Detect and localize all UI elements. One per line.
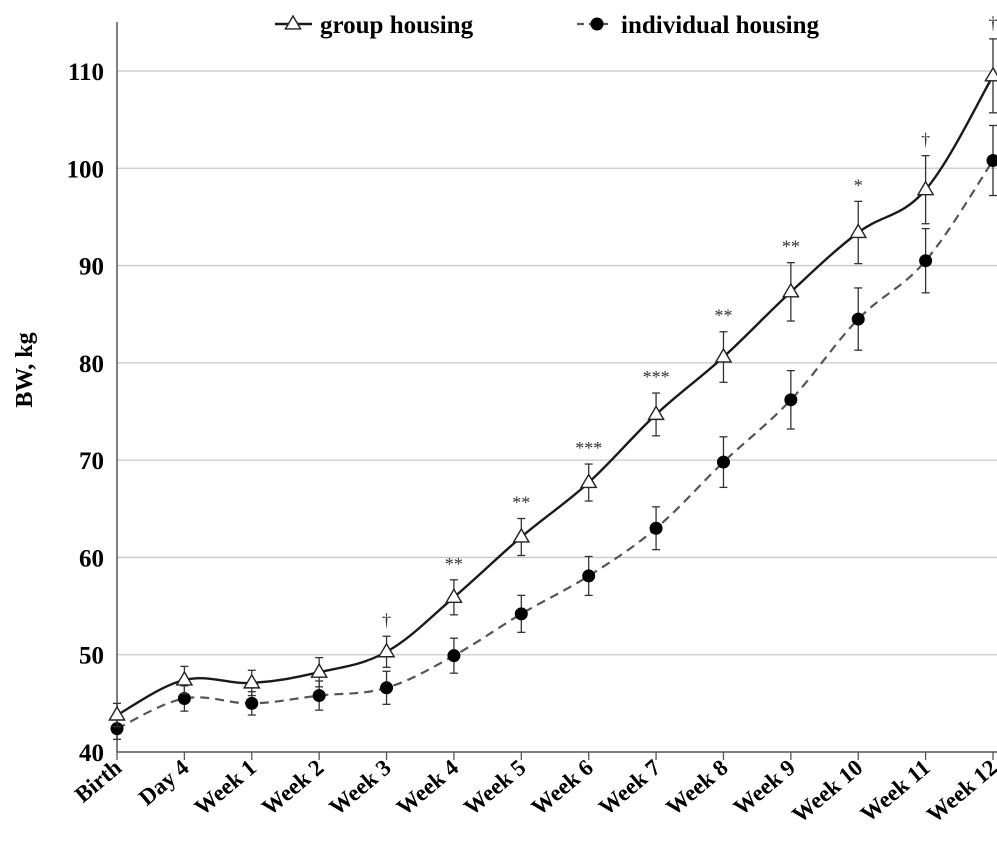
gridlines <box>117 70 997 656</box>
significance-label-8: *** <box>643 367 670 387</box>
significance-labels: †***************†† <box>382 13 997 630</box>
point-group-housing-12 <box>916 180 935 196</box>
legend-item-individual-housing: individual housing <box>577 12 820 39</box>
x-tick-label-13: Week 12 <box>922 755 997 828</box>
point-group-housing-6 <box>512 527 531 543</box>
y-tick-label-60: 60 <box>79 545 104 572</box>
point-individual-housing-8 <box>649 521 663 535</box>
x-tick-label-3: Week 2 <box>257 755 328 821</box>
significance-label-9: ** <box>714 306 732 326</box>
x-tick-label-12: Week 11 <box>856 755 935 827</box>
significance-label-11: * <box>854 175 863 195</box>
legend-item-group-housing: group housing <box>275 12 474 39</box>
point-group-housing-11 <box>849 223 868 239</box>
legend-label-group-housing: group housing <box>320 12 474 39</box>
point-individual-housing-9 <box>716 455 730 469</box>
point-group-housing-5 <box>445 587 463 603</box>
x-tick-label-8: Week 7 <box>594 755 665 821</box>
y-tick-label-70: 70 <box>79 448 104 475</box>
significance-label-10: ** <box>782 237 800 257</box>
point-individual-housing-13 <box>986 154 997 168</box>
significance-label-7: *** <box>575 438 602 458</box>
significance-label-5: ** <box>445 554 463 574</box>
point-individual-housing-1 <box>177 691 191 705</box>
series-line-group-housing <box>116 75 995 717</box>
point-group-housing-7 <box>579 473 598 489</box>
point-individual-housing-2 <box>245 696 259 710</box>
x-tick-label-9: Week 8 <box>661 755 732 821</box>
point-group-housing-3 <box>310 662 328 678</box>
y-tick-label-40: 40 <box>79 740 104 767</box>
y-tick-label-90: 90 <box>79 254 104 281</box>
point-group-housing-9 <box>714 347 733 363</box>
x-tick-label-11: Week 10 <box>787 755 867 828</box>
significance-label-6: ** <box>512 493 530 513</box>
y-tick-label-110: 110 <box>68 59 104 86</box>
point-group-housing-2 <box>242 673 261 689</box>
point-individual-housing-4 <box>380 681 394 695</box>
series-individual-housing <box>110 124 997 741</box>
point-group-housing-1 <box>175 670 194 686</box>
significance-label-4: † <box>382 610 391 630</box>
y-tick-label-50: 50 <box>79 643 104 670</box>
series-group-housing <box>108 38 997 728</box>
legend-label-individual-housing: individual housing <box>621 12 820 39</box>
point-individual-housing-6 <box>514 607 528 621</box>
y-axis-title: BW, kg <box>12 332 38 407</box>
y-tick-label-80: 80 <box>79 351 104 378</box>
x-tick-label-1: Day 4 <box>134 754 194 810</box>
significance-label-13: † <box>989 13 997 33</box>
series-line-individual-housing <box>116 159 994 730</box>
point-group-housing-0 <box>108 705 126 721</box>
x-tick-label-6: Week 5 <box>459 755 530 821</box>
y-axis-ticks: 40 50 60 70 80 90 100 110 <box>67 59 105 767</box>
x-tick-label-4: Week 3 <box>324 755 395 821</box>
x-tick-label-7: Week 6 <box>527 755 598 821</box>
point-individual-housing-7 <box>582 569 596 583</box>
significance-label-12: † <box>921 130 930 150</box>
legend-triangle-marker <box>284 14 302 30</box>
point-group-housing-10 <box>782 282 800 298</box>
point-individual-housing-0 <box>110 722 124 736</box>
series-layer <box>108 38 997 741</box>
point-group-housing-13 <box>984 66 997 82</box>
point-individual-housing-3 <box>312 689 326 703</box>
point-individual-housing-12 <box>919 254 933 268</box>
point-individual-housing-10 <box>784 393 798 407</box>
x-tick-label-2: Week 1 <box>190 755 261 821</box>
point-group-housing-4 <box>377 642 396 658</box>
legend: group housing individual housing <box>275 12 820 39</box>
point-individual-housing-11 <box>851 312 865 326</box>
point-individual-housing-5 <box>447 649 461 663</box>
x-tick-label-5: Week 4 <box>392 754 464 820</box>
point-group-housing-8 <box>647 405 665 421</box>
y-tick-label-100: 100 <box>67 156 105 183</box>
legend-circle-marker <box>590 17 604 31</box>
